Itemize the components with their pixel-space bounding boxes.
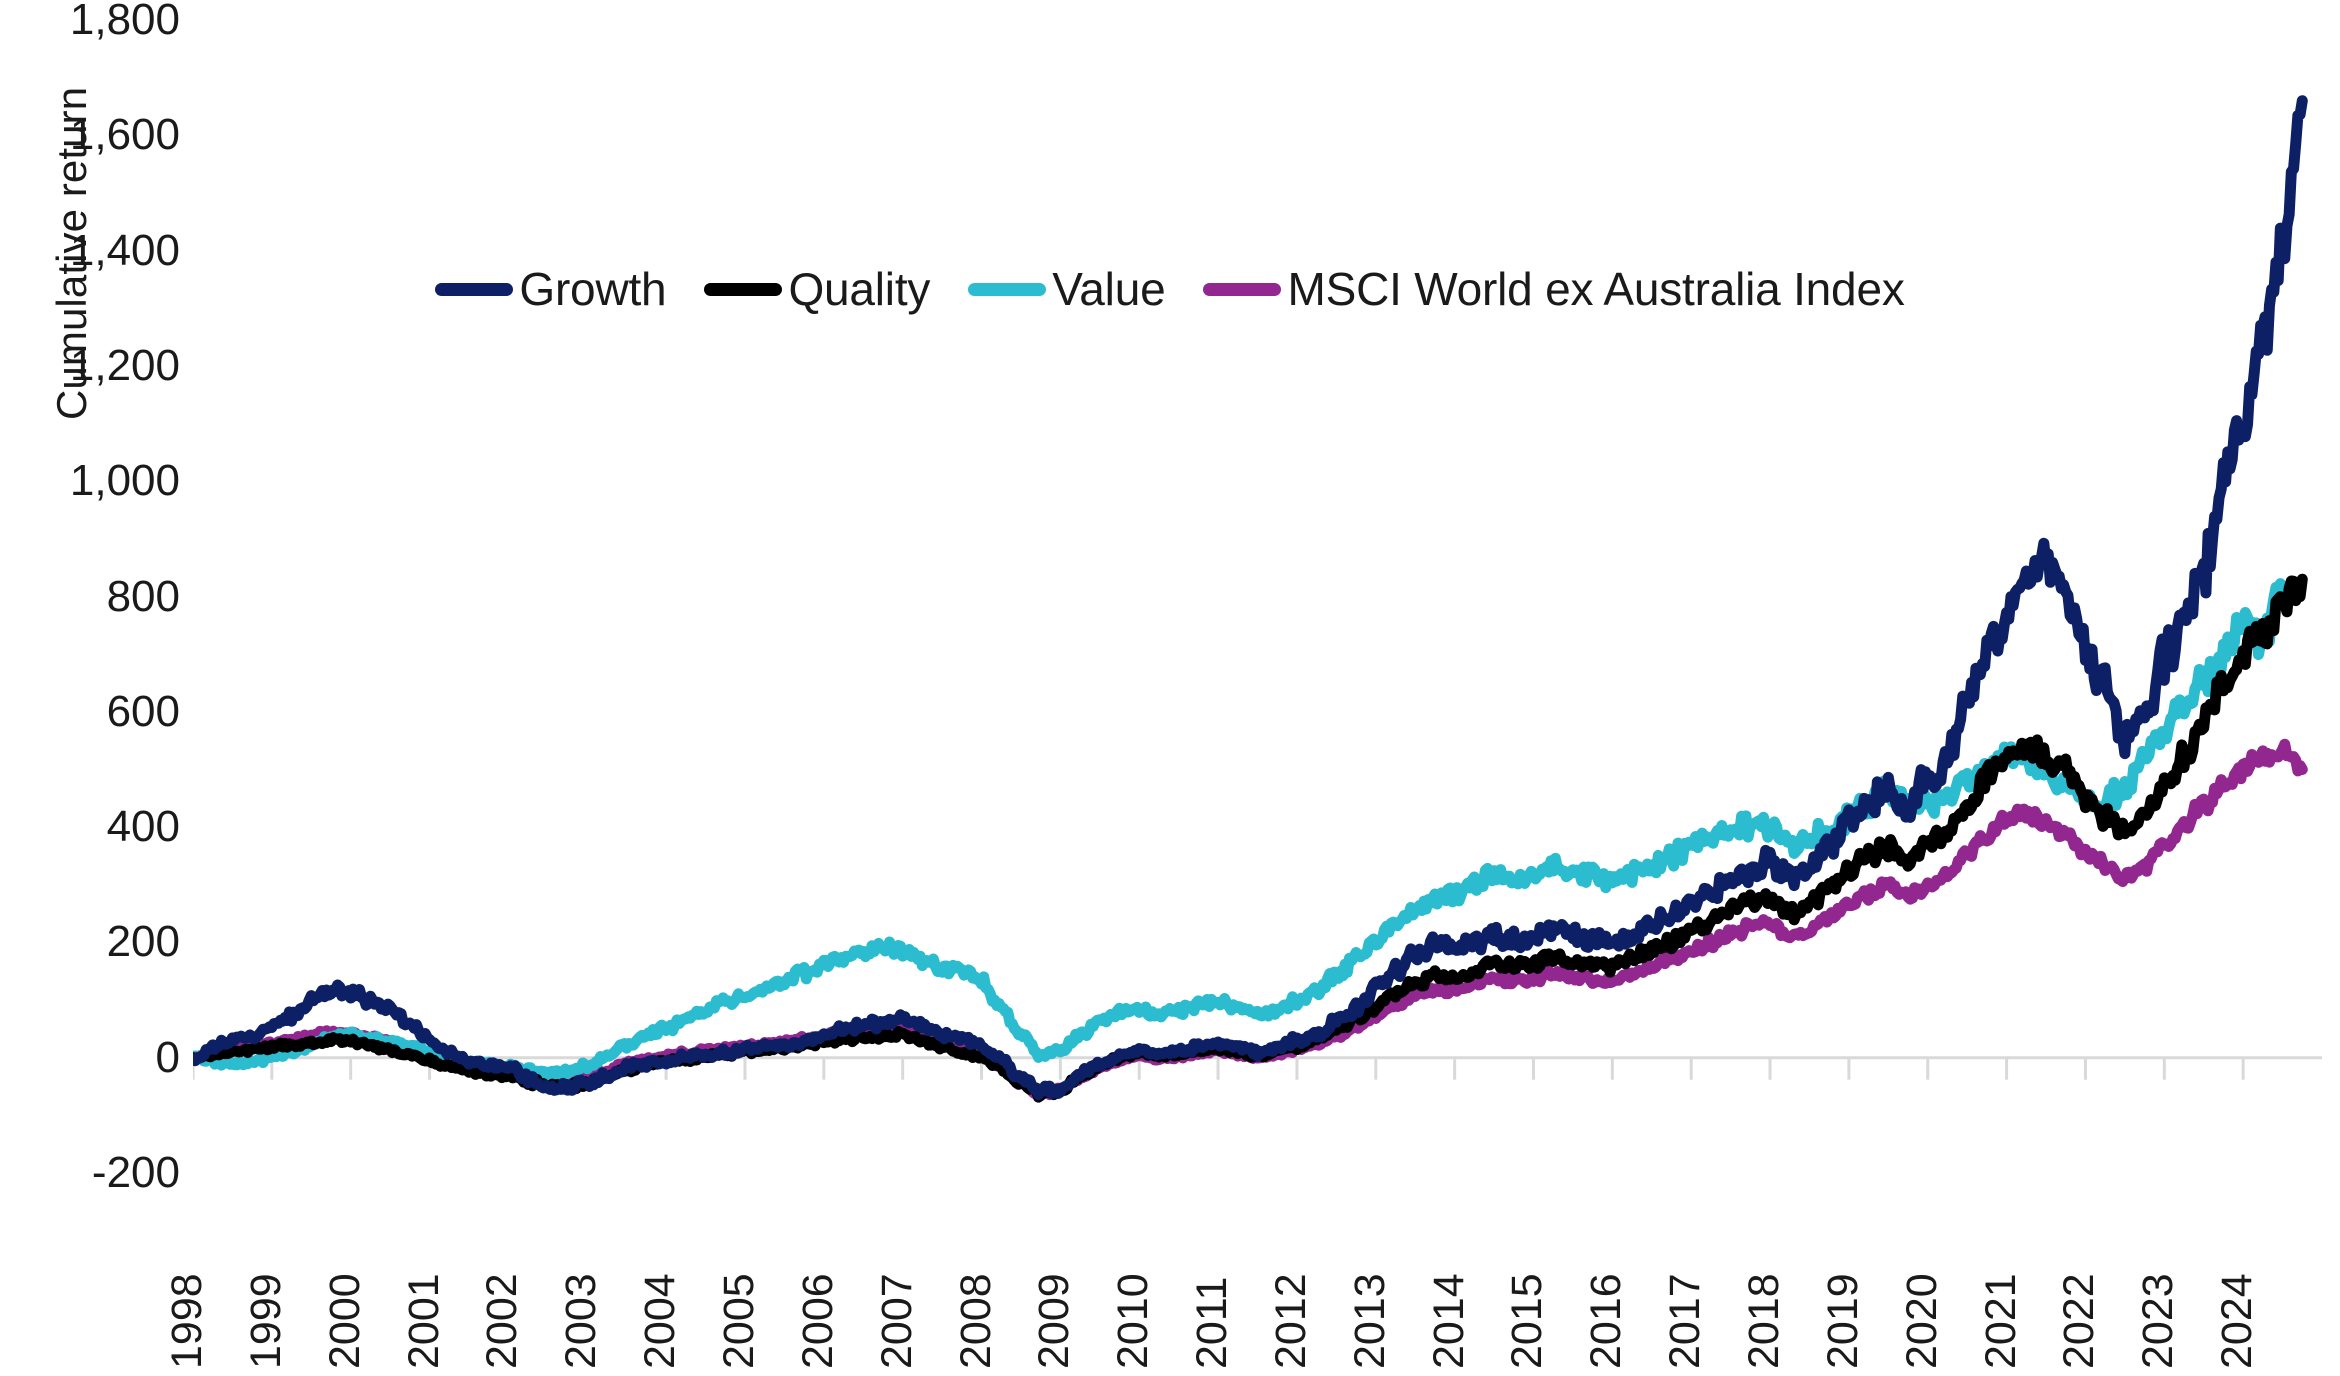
x-axis-tick: 1998: [163, 1273, 211, 1369]
x-axis-tick: 2002: [478, 1273, 527, 1369]
x-axis-tick: 2023: [2134, 1273, 2183, 1369]
x-axis-tick: 2022: [2055, 1273, 2104, 1369]
y-axis-tick-labels: 1,800 1,600 1,400 1,200 1,000 800 600 400 200 0 -2…: [10, 0, 180, 1376]
x-axis-tick: 2003: [557, 1273, 606, 1369]
y-axis-tick: 1,800: [69, 0, 180, 44]
x-axis-tick: 2008: [951, 1273, 1000, 1369]
x-axis-tick: 2013: [1345, 1273, 1394, 1369]
y-axis-tick: 1,200: [69, 340, 180, 390]
x-axis-tick: 2024: [2213, 1273, 2262, 1369]
y-axis-tick: 1,000: [69, 456, 180, 506]
x-axis-tick: 2006: [793, 1273, 842, 1369]
x-axis-tick: 2021: [1976, 1273, 2025, 1369]
x-axis-tick: 1999: [241, 1273, 290, 1369]
y-axis-tick: 400: [106, 802, 180, 852]
x-axis-tick: 2005: [714, 1273, 763, 1369]
x-axis-tick: 2012: [1266, 1273, 1315, 1369]
y-axis-tick: 600: [106, 686, 180, 736]
x-axis-tick: 2016: [1582, 1273, 1631, 1369]
y-axis-tick: 0: [155, 1032, 180, 1082]
y-axis-tick: 1,600: [69, 110, 180, 160]
x-axis-tick: 2009: [1030, 1273, 1079, 1369]
x-axis-tick: 2015: [1503, 1273, 1552, 1369]
x-axis-tick: 2004: [636, 1273, 685, 1369]
series-line-value: [193, 578, 2286, 1082]
x-axis-tick: 2020: [1897, 1273, 1946, 1369]
x-axis-tick: 2000: [320, 1273, 369, 1369]
x-axis-tick: 2017: [1661, 1273, 1710, 1369]
x-axis-tick: 2011: [1188, 1276, 1237, 1369]
y-axis-tick: 800: [106, 571, 180, 621]
series-line-growth: [193, 95, 2308, 1101]
x-axis-tick: 2019: [1818, 1273, 1867, 1369]
line-chart-svg: [193, 95, 2322, 1103]
x-axis-tick: 2010: [1109, 1273, 1158, 1369]
y-axis-tick: 200: [106, 917, 180, 967]
x-axis-tick: 2018: [1740, 1273, 1789, 1369]
plot-area: [193, 20, 2322, 1173]
y-axis-tick: 1,400: [69, 225, 180, 275]
x-axis-tick-labels: 1998 1999 2000 2001 2002 2003 2004 2005 2006 2007…: [163, 1173, 2322, 1373]
x-axis-tick: 2014: [1424, 1273, 1473, 1369]
x-axis-tick: 2007: [872, 1273, 921, 1369]
x-axis-tick: 2001: [399, 1273, 448, 1369]
y-axis-tick: -200: [91, 1148, 180, 1197]
